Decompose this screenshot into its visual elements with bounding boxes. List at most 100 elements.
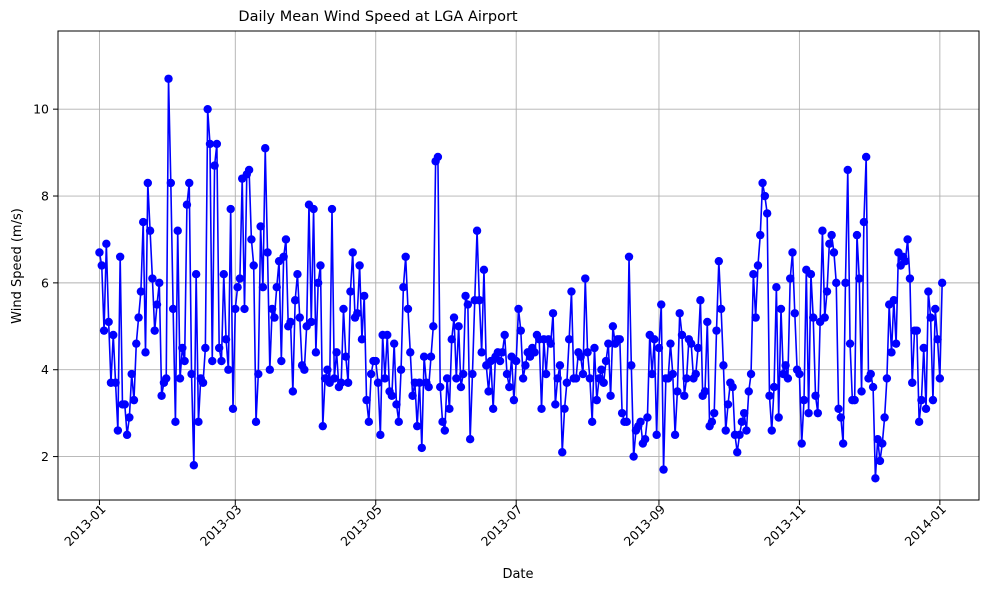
- data-point: [442, 374, 452, 383]
- data-point: [935, 374, 945, 383]
- data-point: [498, 348, 507, 357]
- data-point: [97, 261, 106, 270]
- data-point: [627, 361, 636, 370]
- data-point: [399, 283, 408, 292]
- data-point: [164, 74, 173, 83]
- data-point: [868, 382, 878, 392]
- data-point: [723, 400, 733, 409]
- data-point: [95, 248, 104, 257]
- data-point: [138, 217, 148, 227]
- data-point: [472, 226, 482, 235]
- data-point: [217, 356, 226, 366]
- data-point: [488, 404, 498, 414]
- data-point: [233, 283, 242, 292]
- data-point: [408, 391, 417, 400]
- data-point: [776, 304, 786, 314]
- data-point: [228, 404, 238, 414]
- data-point: [546, 339, 555, 348]
- data-point: [254, 369, 263, 379]
- y-tick-label: 2: [41, 449, 49, 464]
- data-point: [180, 356, 189, 366]
- data-point: [452, 374, 461, 383]
- data-point: [654, 343, 664, 353]
- data-point: [657, 300, 666, 309]
- data-point: [928, 395, 938, 405]
- data-point: [921, 404, 931, 414]
- data-point: [908, 378, 917, 387]
- data-point: [132, 339, 141, 348]
- data-point: [841, 278, 850, 288]
- data-point: [806, 269, 816, 279]
- data-point: [822, 287, 832, 296]
- data-point: [666, 339, 675, 348]
- data-point: [795, 369, 804, 379]
- data-point: [866, 369, 875, 379]
- data-point: [380, 374, 390, 383]
- data-point: [343, 378, 353, 387]
- data-point: [210, 161, 219, 170]
- data-point: [882, 374, 892, 383]
- data-point: [832, 278, 841, 288]
- data-point: [719, 361, 728, 370]
- data-point: [680, 391, 689, 400]
- data-point: [231, 304, 240, 314]
- data-point: [739, 408, 749, 418]
- data-point: [364, 417, 374, 427]
- data-point: [267, 304, 277, 314]
- data-point: [436, 382, 445, 392]
- data-point: [357, 335, 367, 344]
- data-point: [871, 474, 880, 483]
- data-point: [396, 365, 406, 374]
- data-point: [599, 378, 608, 387]
- data-point: [774, 413, 783, 422]
- data-point: [224, 365, 233, 374]
- data-point: [652, 430, 661, 440]
- data-point: [675, 309, 684, 318]
- data-point: [330, 374, 339, 383]
- data-point: [115, 252, 125, 262]
- data-point: [786, 274, 795, 283]
- x-tick-label: 2013-01: [61, 501, 109, 549]
- data-point: [104, 317, 113, 327]
- data-point: [346, 287, 355, 296]
- y-axis-label: Wind Speed (m/s): [10, 208, 25, 324]
- data-point: [799, 395, 809, 405]
- data-point: [716, 304, 726, 314]
- data-point: [145, 226, 155, 235]
- data-point: [880, 413, 889, 422]
- data-point: [751, 313, 760, 322]
- data-point: [127, 369, 136, 379]
- data-point: [288, 387, 298, 396]
- data-point: [516, 326, 525, 335]
- data-point: [484, 387, 493, 396]
- data-point: [578, 369, 588, 379]
- data-point: [122, 430, 132, 440]
- data-point: [742, 426, 751, 435]
- data-point: [852, 230, 862, 240]
- data-point: [182, 200, 192, 209]
- data-point: [433, 152, 443, 162]
- data-point: [406, 348, 415, 357]
- plot-frame: [57, 30, 980, 501]
- data-point: [673, 387, 682, 396]
- data-point: [424, 382, 433, 392]
- data-point: [622, 417, 631, 427]
- data-point: [272, 283, 281, 292]
- data-point: [845, 339, 855, 348]
- data-point: [429, 322, 438, 331]
- data-point: [447, 335, 456, 344]
- data-point: [636, 417, 645, 427]
- data-point: [373, 378, 383, 387]
- data-point: [712, 326, 721, 335]
- data-point: [376, 430, 385, 440]
- data-point: [125, 413, 134, 422]
- data-point: [765, 391, 774, 400]
- data-point: [226, 204, 235, 214]
- data-point: [456, 382, 466, 392]
- data-point: [624, 252, 634, 262]
- data-point: [564, 335, 574, 344]
- data-point: [693, 343, 703, 353]
- data-point: [861, 152, 871, 162]
- data-point: [788, 248, 797, 257]
